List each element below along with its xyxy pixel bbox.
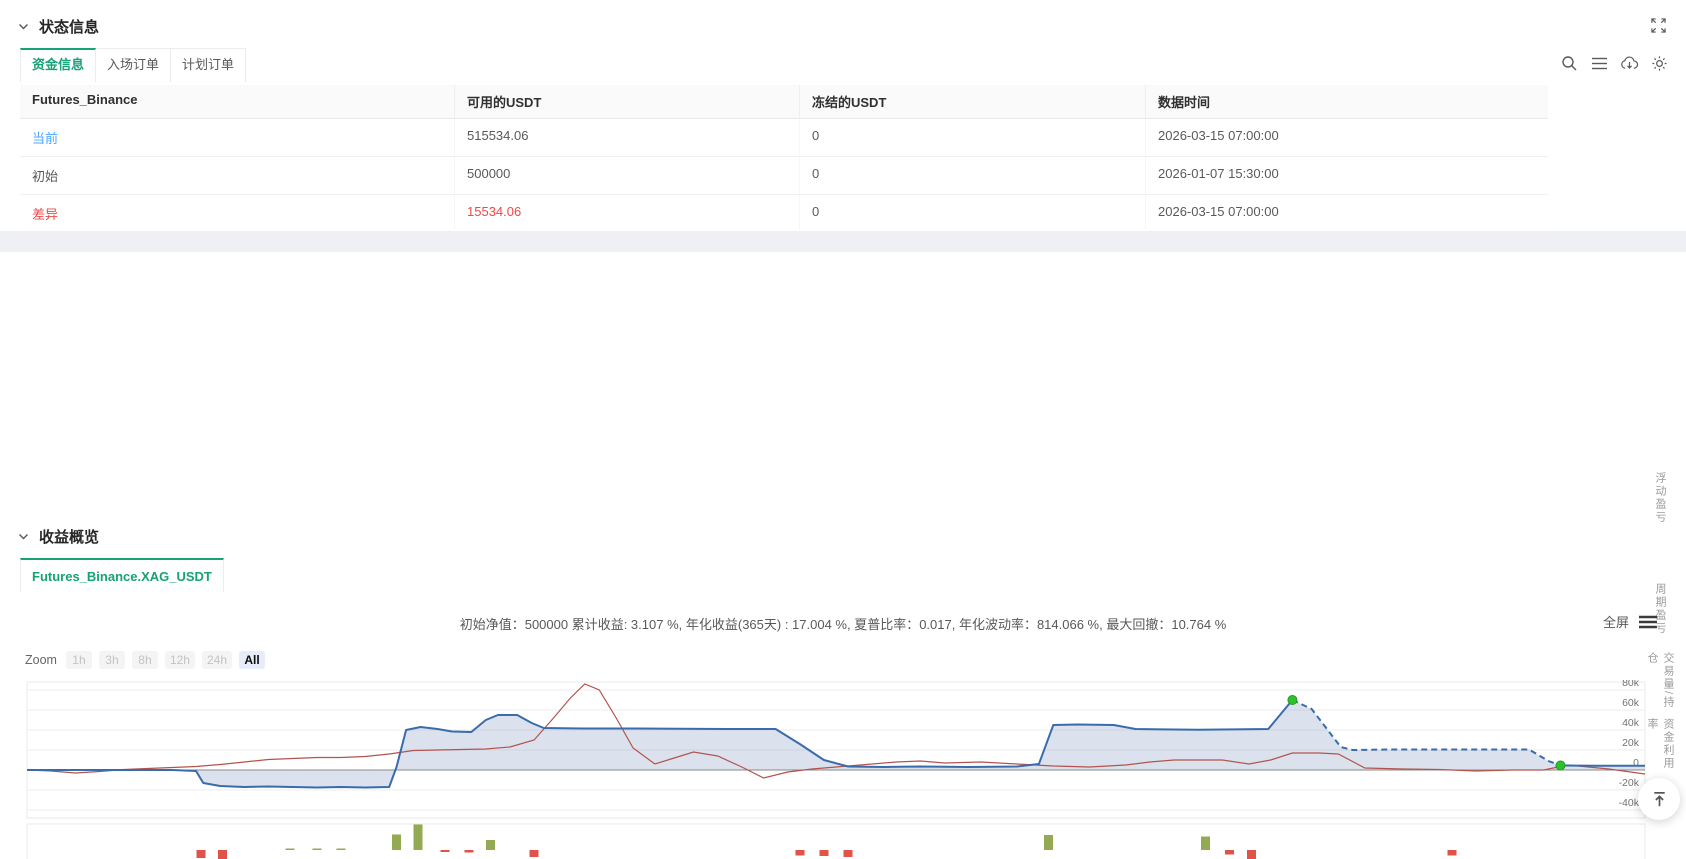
cell: 2026-03-15 07:00:00 (1146, 119, 1548, 157)
cell: 0 (800, 119, 1146, 157)
tab-futures-binance-xag-usdt[interactable]: Futures_Binance.XAG_USDT (20, 558, 224, 592)
cloud-download-icon[interactable] (1618, 52, 1640, 74)
fullscreen-button[interactable]: 全屏 (1603, 615, 1630, 630)
section-title: 状态信息 (39, 19, 100, 36)
column-header: 冻结的USDT (800, 85, 1146, 119)
tab-planned-orders[interactable]: 计划订单 (171, 48, 247, 82)
zoom-range-selector: Zoom 1h 3h 8h 12h 24h All (25, 651, 266, 669)
zoom-button-all[interactable]: All (239, 651, 266, 669)
svg-text:0: 0 (1633, 757, 1639, 769)
svg-text:-20k: -20k (1619, 777, 1640, 789)
cell: 0 (800, 195, 1146, 233)
menu-icon[interactable] (1588, 52, 1610, 74)
svg-text:20k: 20k (1622, 737, 1640, 749)
zoom-button-12h: 12h (164, 651, 195, 669)
profit-header: 收益概览 (18, 526, 99, 547)
cell: 515534.06 (455, 119, 800, 157)
table-row: 初始 500000 0 2026-01-07 15:30:00 (20, 157, 1548, 195)
back-to-top-button[interactable] (1638, 778, 1680, 820)
status-section: 状态信息 资金信息 入场订单 计划订单 (0, 0, 1686, 233)
expand-icon[interactable] (1648, 15, 1668, 35)
cell: 差异 (20, 195, 455, 233)
fund-table: Futures_Binance 可用的USDT 冻结的USDT 数据时间 当前 51553… (20, 85, 1548, 233)
panel-axis-title-1: 浮动盈亏 (1654, 472, 1666, 524)
gear-icon[interactable] (1648, 52, 1670, 74)
zoom-button-8h: 8h (131, 651, 158, 669)
cell: 2026-01-07 15:30:00 (1146, 157, 1548, 195)
cell: 2026-03-15 07:00:00 (1146, 195, 1548, 233)
collapse-chevron-icon[interactable] (18, 532, 29, 541)
zoom-button-24h: 24h (201, 651, 233, 669)
tab-fund-info[interactable]: 资金信息 (20, 48, 97, 82)
table-row: 当前 515534.06 0 2026-03-15 07:00:00 (20, 119, 1548, 157)
cell: 0 (800, 157, 1146, 195)
svg-text:40k: 40k (1622, 717, 1640, 729)
panel-axis-title-2: 周期盈亏 (1654, 583, 1666, 635)
cell[interactable]: 当前 (20, 119, 455, 157)
svg-text:80k: 80k (1622, 680, 1640, 689)
status-tabbar: 资金信息 入场订单 计划订单 (20, 48, 247, 82)
column-header: Futures_Binance (20, 85, 455, 119)
cell: 初始 (20, 157, 455, 195)
table-row: 差异 15534.06 0 2026-03-15 07:00:00 (20, 195, 1548, 233)
column-header: 数据时间 (1146, 85, 1548, 119)
panel-axis-title-4: 资金利用率 (1646, 718, 1674, 770)
zoom-button-3h: 3h (98, 651, 125, 669)
zoom-button-1h: 1h (65, 651, 92, 669)
tab-entry-orders[interactable]: 入场订单 (96, 48, 172, 82)
table-header-row: Futures_Binance 可用的USDT 冻结的USDT 数据时间 (20, 85, 1548, 119)
cell: 500000 (455, 157, 800, 195)
column-header: 可用的USDT (455, 85, 800, 119)
cell: 15534.06 (455, 195, 800, 233)
chart-context-menu-icon[interactable] (1639, 615, 1658, 629)
collapse-chevron-icon[interactable] (18, 22, 29, 31)
table-toolbar (1558, 52, 1670, 74)
profit-section: 收益概览 Futures_Binance.XAG_USDT 初始净值：50000… (0, 252, 1686, 859)
chart-stats-subtitle: 初始净值：500000 累计收益: 3.107 %, 年化收益(365天) : … (459, 617, 1227, 632)
panel-axis-title-3: 交易量/持仓 (1646, 652, 1674, 709)
chart-controls: 全屏 (1603, 612, 1658, 631)
search-icon[interactable] (1558, 52, 1580, 74)
zoom-label: Zoom (25, 653, 57, 667)
section-title: 收益概览 (39, 529, 100, 546)
svg-text:60k: 60k (1622, 697, 1640, 709)
svg-text:-40k: -40k (1619, 797, 1640, 809)
status-header: 状态信息 (18, 16, 99, 37)
